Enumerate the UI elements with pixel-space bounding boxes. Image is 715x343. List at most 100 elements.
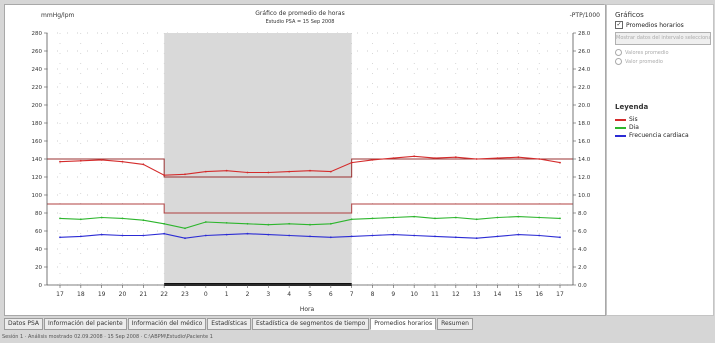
- y-tick-label: 20: [35, 265, 42, 271]
- data-point: [59, 236, 61, 239]
- data-point: [559, 217, 561, 220]
- data-point: [184, 227, 186, 230]
- x-tick-label: 0: [204, 291, 208, 298]
- data-point: [559, 236, 561, 239]
- data-point: [246, 232, 249, 235]
- x-tick-label: 7: [350, 291, 354, 298]
- legend-swatch: [615, 126, 626, 129]
- averages-checkbox[interactable]: ✓ Promedios horarios: [615, 21, 684, 29]
- data-point: [350, 218, 353, 221]
- data-point: [79, 235, 82, 238]
- data-point: [121, 234, 124, 237]
- data-point: [204, 234, 207, 237]
- data-point: [434, 235, 436, 238]
- radio-label: Valores promedio: [625, 49, 669, 56]
- data-point: [184, 237, 186, 240]
- data-point: [288, 234, 291, 237]
- y2-tick-label: 2.0: [578, 265, 587, 271]
- y2-tick-label: 10.0: [578, 193, 591, 199]
- data-point: [142, 234, 145, 237]
- data-point: [309, 235, 311, 238]
- legend-item-diastolic: Dia: [615, 124, 639, 131]
- data-point: [350, 161, 353, 164]
- tab-doctor-info[interactable]: Información del médico: [127, 318, 207, 330]
- x-tick-label: 6: [329, 291, 333, 298]
- radio-icon[interactable]: [615, 49, 622, 56]
- data-point: [100, 233, 103, 236]
- data-point: [538, 216, 541, 219]
- data-point: [496, 216, 499, 219]
- data-point: [225, 222, 228, 224]
- chart-left-label: mmHg/lpm: [41, 12, 75, 19]
- data-point: [413, 234, 416, 237]
- tab-summary[interactable]: Resumen: [437, 318, 473, 330]
- data-point: [475, 218, 478, 221]
- y-tick-label: 280: [32, 31, 43, 37]
- x-tick-label: 23: [181, 291, 189, 298]
- data-point: [475, 237, 478, 240]
- legend-label: Sis: [629, 116, 638, 123]
- radio-label: Valor promedio: [625, 58, 663, 65]
- x-tick-label: 18: [77, 291, 85, 298]
- radio-average-values[interactable]: Valores promedio: [615, 49, 669, 56]
- legend-label: Frecuencia cardiaca: [629, 132, 689, 139]
- legend-swatch: [615, 118, 626, 121]
- x-tick-label: 3: [266, 291, 270, 298]
- x-tick-label: 2: [246, 291, 250, 298]
- legend-item-systolic: Sis: [615, 116, 638, 123]
- radio-average-value[interactable]: Valor promedio: [615, 58, 663, 65]
- tab-statistics[interactable]: Estadísticas: [207, 318, 251, 330]
- data-point: [434, 157, 436, 160]
- data-point: [267, 171, 270, 174]
- legend-label: Dia: [629, 124, 639, 131]
- y-tick-label: 60: [35, 229, 42, 235]
- x-tick-label: 20: [119, 291, 127, 298]
- tab-bar: Datos PSA Información del paciente Infor…: [4, 318, 474, 330]
- data-point: [288, 222, 291, 225]
- data-point: [371, 234, 374, 237]
- data-point: [100, 159, 103, 161]
- x-tick-label: 4: [287, 291, 291, 298]
- y-tick-label: 200: [32, 103, 43, 109]
- y-tick-label: 140: [32, 157, 43, 163]
- data-point: [246, 171, 249, 174]
- tab-patient-info[interactable]: Información del paciente: [44, 318, 127, 330]
- data-point: [59, 217, 61, 220]
- y-tick-label: 220: [32, 85, 43, 91]
- y-tick-label: 180: [32, 121, 43, 127]
- y2-tick-label: 4.0: [578, 247, 587, 253]
- data-point: [475, 158, 478, 160]
- y2-tick-label: 6.0: [578, 229, 587, 235]
- show-interval-button[interactable]: Mostrar datos del intervalo seleccionado: [615, 32, 711, 45]
- y-tick-label: 0: [39, 283, 43, 289]
- legend-title: Leyenda: [615, 103, 649, 111]
- x-tick-label: 11: [431, 291, 439, 298]
- y2-tick-label: 14.0: [578, 157, 591, 163]
- y-tick-label: 240: [32, 67, 43, 73]
- x-tick-label: 10: [410, 291, 418, 298]
- data-point: [59, 160, 61, 163]
- data-point: [454, 236, 457, 239]
- data-point: [163, 232, 166, 235]
- y2-tick-label: 16.0: [578, 139, 591, 145]
- chart-right-label: -PTP/1000: [570, 12, 601, 19]
- data-point: [496, 157, 499, 160]
- tab-segment-statistics[interactable]: Estadística de segmentos de tiempo: [251, 318, 370, 330]
- data-point: [225, 233, 228, 236]
- tab-datos-psa[interactable]: Datos PSA: [4, 318, 43, 330]
- x-tick-label: 22: [160, 291, 168, 298]
- x-tick-label: 5: [308, 291, 312, 298]
- data-point: [288, 170, 291, 173]
- data-point: [309, 223, 311, 226]
- night-period-bar: [164, 283, 352, 286]
- data-point: [496, 235, 499, 238]
- chart-panel: 0 0.0 20 2.0 40 4.0 60 6.0 80 8.0 100 10.0 120 12.0 14…: [4, 4, 606, 316]
- radio-icon[interactable]: [615, 58, 622, 65]
- data-point: [79, 218, 82, 221]
- tab-hourly-averages[interactable]: Promedios horarios: [370, 318, 437, 330]
- data-point: [142, 219, 145, 222]
- data-point: [517, 215, 520, 218]
- checkbox-checked-icon[interactable]: ✓: [615, 21, 623, 29]
